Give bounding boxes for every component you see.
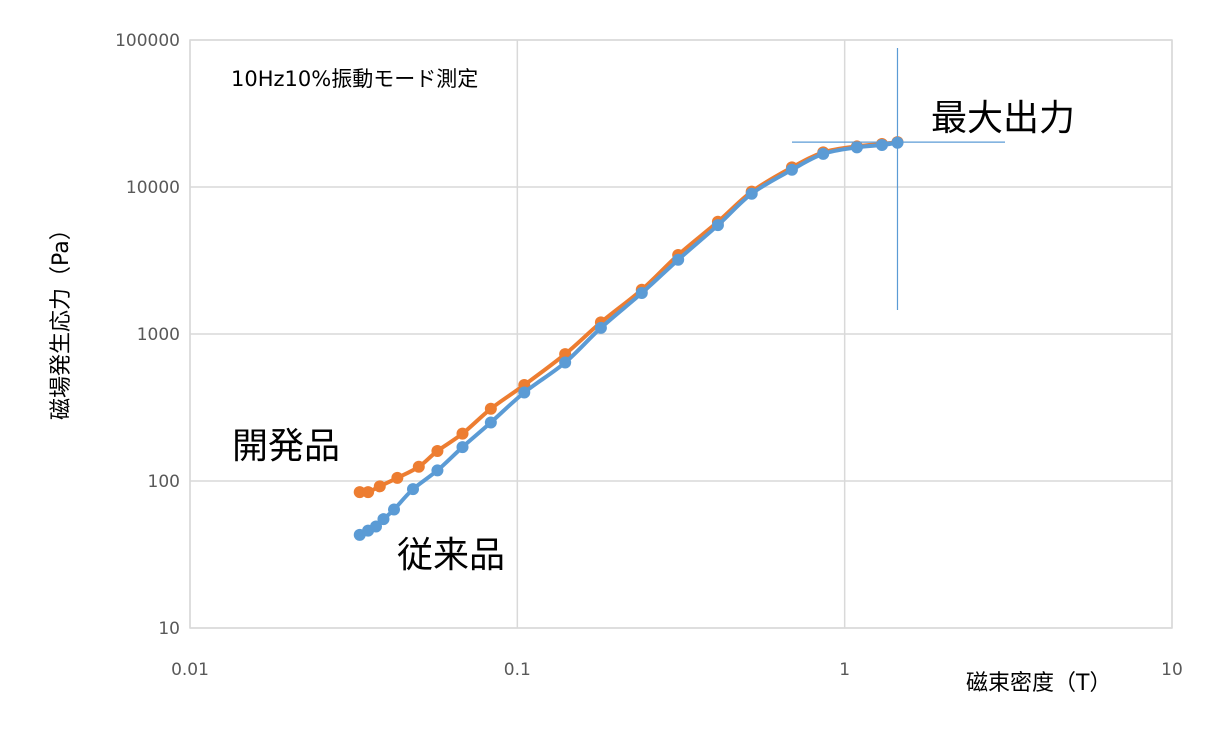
- data-point: [484, 416, 497, 429]
- data-point: [594, 321, 607, 334]
- series-conventional: [353, 136, 904, 541]
- data-point: [406, 483, 419, 496]
- data-point: [373, 480, 386, 493]
- grid-lines: [189, 39, 1173, 629]
- data-point: [353, 486, 366, 499]
- data-point: [412, 460, 425, 473]
- series-line: [357, 140, 900, 495]
- y-tick-label: 1000: [137, 325, 180, 345]
- data-point: [391, 471, 404, 484]
- max-output-annotation: 最大出力: [931, 98, 1075, 139]
- y-axis-title: 磁場発生応力（Pa）: [49, 218, 74, 420]
- developed-product-label: 開発品: [232, 426, 340, 467]
- data-point: [745, 187, 758, 200]
- y-tick-labels: 10 100 1000 10000 100000: [115, 31, 180, 639]
- data-point: [431, 444, 444, 457]
- max-output-crosshair: [792, 48, 1005, 310]
- data-point: [431, 464, 444, 477]
- data-point: [817, 147, 830, 160]
- condition-annotation: 10Hz10%振動モード測定: [231, 67, 478, 91]
- x-axis-title: 磁束密度（T）: [966, 671, 1111, 696]
- data-point: [456, 441, 469, 454]
- data-point: [377, 513, 390, 526]
- data-point: [559, 348, 572, 361]
- data-point: [518, 386, 531, 399]
- conventional-product-label: 従来品: [397, 535, 505, 576]
- series-line: [357, 140, 900, 537]
- data-point: [785, 163, 798, 176]
- x-tick-label: 1: [839, 660, 850, 680]
- data-point: [635, 287, 648, 300]
- data-point: [711, 219, 724, 232]
- data-series: [353, 136, 904, 541]
- y-tick-label: 100000: [115, 31, 180, 51]
- y-tick-label: 10000: [126, 178, 180, 198]
- data-point: [456, 427, 469, 440]
- x-tick-label: 0.01: [171, 660, 209, 680]
- data-point: [850, 141, 863, 154]
- x-tick-label: 10: [1161, 660, 1183, 680]
- data-point: [875, 139, 888, 152]
- y-tick-label: 100: [148, 472, 180, 492]
- x-tick-labels: 0.01 0.1 1 10: [171, 660, 1183, 680]
- data-point: [362, 486, 375, 499]
- x-tick-label: 0.1: [504, 660, 531, 680]
- data-point: [672, 253, 685, 266]
- data-point: [388, 503, 401, 516]
- y-tick-label: 10: [158, 619, 180, 639]
- data-point: [369, 520, 382, 533]
- series-developed: [353, 136, 904, 499]
- data-point: [559, 356, 572, 369]
- data-point: [484, 402, 497, 415]
